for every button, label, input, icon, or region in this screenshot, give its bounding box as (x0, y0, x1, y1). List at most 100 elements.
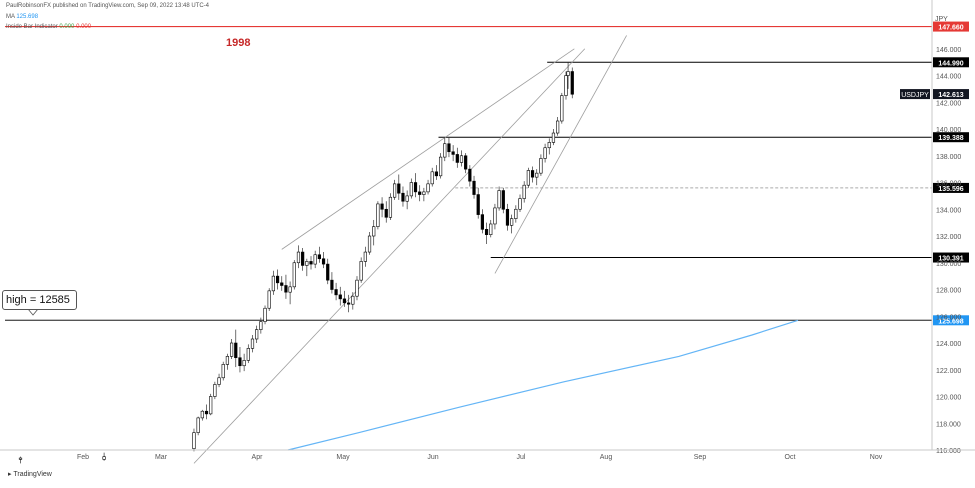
candle-up (405, 195, 409, 202)
candle-down (418, 191, 422, 195)
candle-up (566, 71, 570, 76)
candle-down (570, 71, 574, 95)
candle-down (204, 410, 209, 415)
candle-up (217, 377, 221, 385)
candle-up (355, 279, 359, 297)
level-price-box (933, 252, 969, 263)
candle-down (413, 182, 418, 193)
candle-up (489, 223, 493, 235)
candle-down (330, 279, 334, 290)
candle-up (102, 456, 106, 460)
y-tick-label: 116.000 (936, 448, 961, 455)
candle-up (267, 290, 271, 309)
inside-bar-value-green: 0.000 (59, 24, 75, 30)
trend-channel-line (193, 48, 586, 464)
candle-up (200, 410, 204, 419)
candle-up (250, 338, 255, 349)
candle-up (422, 191, 426, 195)
candle-up (518, 198, 522, 210)
candle-up (313, 254, 317, 265)
candle-up (522, 184, 526, 199)
y-tick-label: 120.000 (936, 395, 961, 402)
candle-up (192, 432, 196, 449)
y-tick-label: 124.000 (936, 341, 961, 348)
candle-down (234, 342, 238, 359)
candle-up (409, 182, 413, 197)
candle-up (430, 171, 434, 185)
x-tick-label: May (336, 454, 350, 461)
inside-bar-legend[interactable]: Inside Bar Indicator 0.000 0.000 (6, 24, 91, 30)
x-tick-label: Feb (77, 454, 89, 461)
ma-indicator-legend[interactable]: MA 125.698 (6, 14, 38, 20)
y-tick-label: 126.000 (936, 314, 961, 321)
candle-down (321, 258, 326, 265)
candle-up (221, 364, 225, 379)
inside-bar-value-red: 0.000 (76, 24, 92, 30)
candle-up (225, 356, 230, 365)
candle-down (380, 203, 384, 210)
candle-up (535, 172, 539, 178)
candle-down (238, 357, 242, 367)
candle-down (275, 275, 280, 284)
candle-up (259, 321, 263, 330)
candle-up (351, 295, 355, 305)
x-tick-label: Jul (517, 454, 526, 461)
publisher-info: PaulRobinsonFX published on TradingView.… (6, 3, 210, 9)
y-tick-label: 130.000 (936, 261, 961, 268)
level-price-label: 135.596 (938, 186, 963, 193)
y-tick-label: 132.000 (936, 234, 961, 241)
candle-down (397, 183, 401, 194)
inside-bar-label: Inside Bar Indicator (6, 24, 58, 30)
level-price-box (933, 21, 969, 32)
candle-down (326, 263, 330, 281)
high-callout: high = 12585 (2, 290, 77, 310)
symbol-label: USDJPY (901, 92, 929, 99)
candle-up (393, 183, 397, 198)
candle-up (493, 207, 497, 225)
candle-up (209, 396, 213, 415)
trend-channel-line (494, 35, 627, 274)
candle-up (426, 183, 430, 193)
candle-up (288, 286, 292, 293)
y-tick-label: 134.000 (936, 207, 961, 214)
candle-down (530, 170, 535, 178)
candle-down (342, 298, 347, 304)
candle-up (376, 203, 380, 227)
candle-up (459, 155, 464, 163)
candle-down (338, 294, 342, 300)
candle-up (510, 218, 514, 226)
x-tick-label: Mar (155, 454, 168, 461)
candle-up (296, 251, 301, 264)
year-1998-annotation: 1998 (226, 37, 251, 49)
candle-down (472, 180, 476, 195)
candle-up (556, 120, 560, 134)
level-price-label: 139.388 (938, 135, 963, 142)
level-price-box (933, 132, 969, 143)
currency-label: JPY (935, 16, 948, 23)
candle-up (560, 95, 564, 122)
last-price-label: 142.613 (938, 92, 963, 99)
candle-down (455, 154, 459, 163)
level-price-label: 144.990 (938, 60, 963, 67)
candle-up (443, 143, 447, 158)
candle-up (242, 360, 246, 367)
candle-up (514, 208, 518, 219)
candle-up (292, 262, 296, 288)
y-tick-label: 118.000 (936, 421, 961, 428)
candle-down (480, 214, 484, 230)
candle-up (438, 156, 443, 177)
candle-down (384, 208, 388, 218)
footer-brand: TradingView (13, 471, 52, 478)
x-tick-label: Jun (427, 454, 438, 461)
tradingview-footer[interactable]: ▸ TradingView (8, 470, 52, 478)
level-price-label: 125.698 (938, 318, 963, 325)
candle-down (347, 302, 351, 305)
candle-down (464, 155, 468, 170)
level-price-box (933, 182, 969, 193)
candle-down (484, 229, 489, 235)
candle-down (401, 192, 405, 202)
candle-up (263, 307, 267, 322)
symbol-box (900, 89, 930, 100)
level-price-label: 130.391 (938, 256, 963, 263)
